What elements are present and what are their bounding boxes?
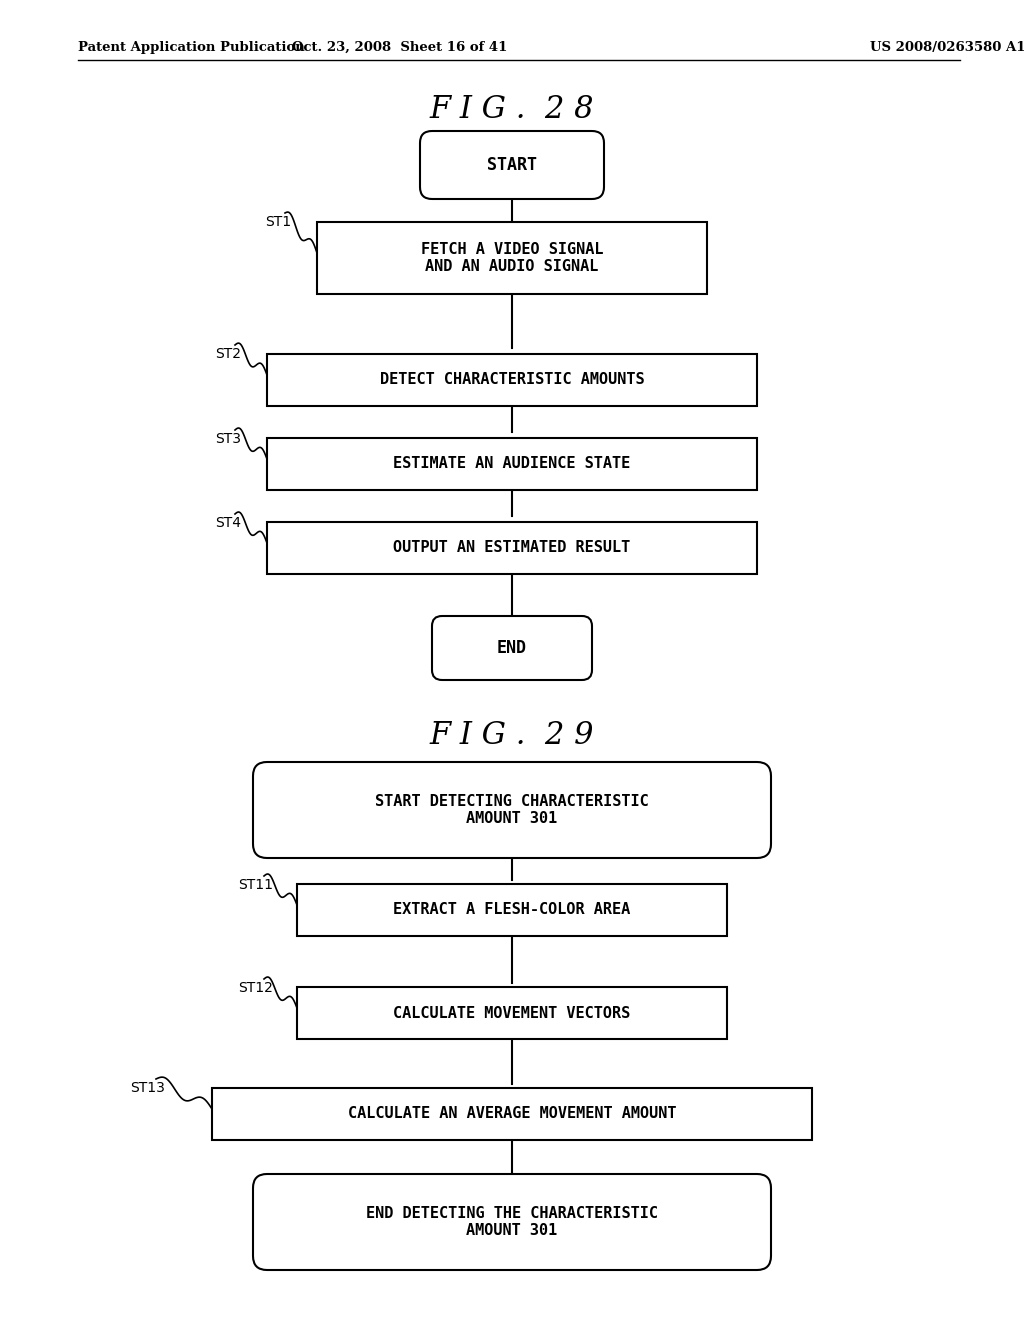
Text: ST2: ST2 [215,347,241,360]
Text: CALCULATE MOVEMENT VECTORS: CALCULATE MOVEMENT VECTORS [393,1006,631,1020]
Bar [267,438,757,490]
Text: DETECT CHARACTERISTIC AMOUNTS: DETECT CHARACTERISTIC AMOUNTS [380,372,644,388]
Text: CALCULATE AN AVERAGE MOVEMENT AMOUNT: CALCULATE AN AVERAGE MOVEMENT AMOUNT [348,1106,676,1122]
Text: ST13: ST13 [130,1081,165,1096]
Text: ST11: ST11 [238,878,273,892]
Text: OUTPUT AN ESTIMATED RESULT: OUTPUT AN ESTIMATED RESULT [393,540,631,556]
Bar [297,987,727,1039]
Bar [212,1088,812,1140]
Text: Patent Application Publication: Patent Application Publication [78,41,305,54]
Text: ESTIMATE AN AUDIENCE STATE: ESTIMATE AN AUDIENCE STATE [393,457,631,471]
Text: START: START [487,156,537,174]
Text: ST1: ST1 [265,215,291,228]
Text: ST12: ST12 [238,981,272,995]
FancyBboxPatch shape [253,762,771,858]
Bar [267,521,757,574]
Text: F I G .  2 9: F I G . 2 9 [430,719,594,751]
Text: FETCH A VIDEO SIGNAL
AND AN AUDIO SIGNAL: FETCH A VIDEO SIGNAL AND AN AUDIO SIGNAL [421,242,603,275]
Bar [317,222,707,294]
Text: START DETECTING CHARACTERISTIC
AMOUNT 301: START DETECTING CHARACTERISTIC AMOUNT 30… [375,793,649,826]
FancyBboxPatch shape [253,1173,771,1270]
Text: US 2008/0263580 A1: US 2008/0263580 A1 [870,41,1024,54]
Text: EXTRACT A FLESH-COLOR AREA: EXTRACT A FLESH-COLOR AREA [393,903,631,917]
FancyBboxPatch shape [420,131,604,199]
Text: ST3: ST3 [215,432,241,446]
Text: Oct. 23, 2008  Sheet 16 of 41: Oct. 23, 2008 Sheet 16 of 41 [292,41,508,54]
Bar [267,354,757,407]
Text: ST4: ST4 [215,516,241,531]
Bar [297,884,727,936]
FancyBboxPatch shape [432,616,592,680]
Text: END DETECTING THE CHARACTERISTIC
AMOUNT 301: END DETECTING THE CHARACTERISTIC AMOUNT … [366,1205,658,1238]
Text: F I G .  2 8: F I G . 2 8 [430,95,594,125]
Text: END: END [497,639,527,657]
